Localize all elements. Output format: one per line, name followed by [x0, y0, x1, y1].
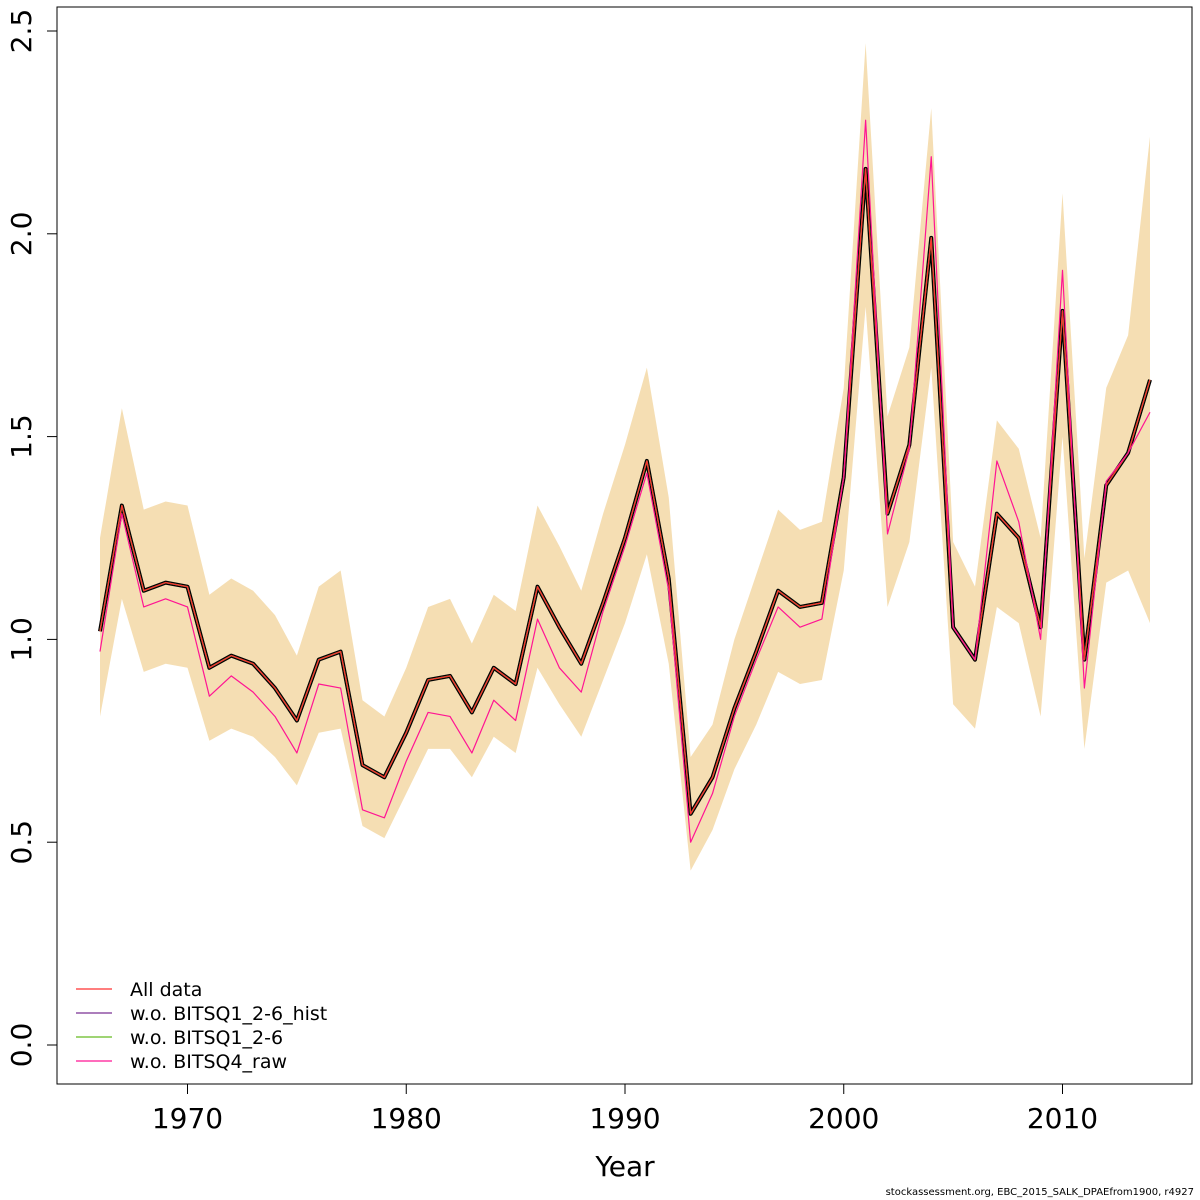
- y-tick-label: 1.0: [5, 617, 38, 662]
- band-area: [100, 43, 1150, 871]
- x-tick-label: 1970: [152, 1102, 223, 1135]
- axes: 1970 1980 1990 2000 2010 0.0 0.5 1.0 1.5 2.0 2.5: [5, 9, 1098, 1135]
- y-tick-label: 0.5: [5, 820, 38, 865]
- legend-label-0: All data: [130, 979, 202, 1001]
- x-tick-label: 1990: [589, 1102, 660, 1135]
- legend-label-1: w.o. BITSQ1_2-6_hist: [130, 1003, 327, 1025]
- y-tick-label: 0.0: [5, 1023, 38, 1068]
- y-tick-label: 1.5: [5, 414, 38, 459]
- x-tick-label: 2000: [808, 1102, 879, 1135]
- confidence-band: [100, 43, 1150, 871]
- footer-note: stockassessment.org, EBC_2015_SALK_DPAEf…: [885, 1187, 1194, 1198]
- x-axis-label: Year: [594, 1150, 655, 1183]
- y-tick-label: 2.5: [5, 9, 38, 54]
- series-line-3: [99, 119, 1151, 843]
- legend-label-3: w.o. BITSQ4_raw: [130, 1051, 287, 1073]
- y-tick-label: 2.0: [5, 212, 38, 257]
- legend-label-2: w.o. BITSQ1_2-6: [130, 1027, 283, 1049]
- series-lines: [98, 119, 1152, 843]
- x-tick-label: 1980: [371, 1102, 442, 1135]
- x-tick-label: 2010: [1027, 1102, 1098, 1135]
